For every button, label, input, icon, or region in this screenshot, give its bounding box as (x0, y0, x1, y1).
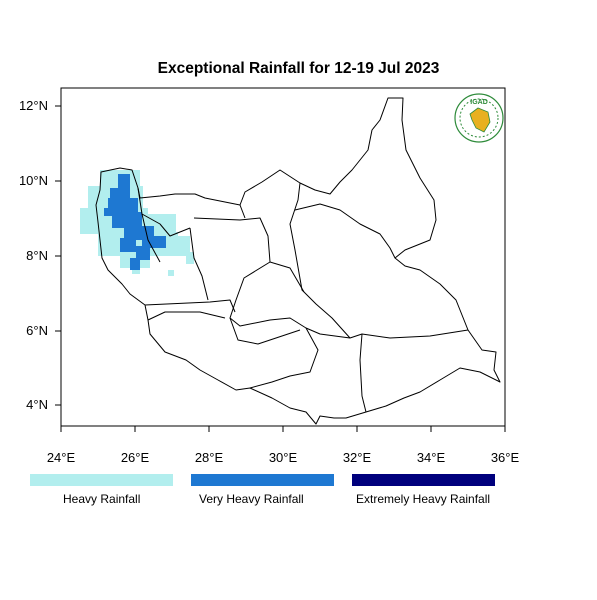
y-tick-label: 8°N (26, 248, 48, 263)
x-tick-label: 30°E (268, 450, 298, 465)
igad-logo (454, 93, 504, 143)
y-axis-ticks (55, 105, 61, 406)
y-tick-label: 4°N (26, 397, 48, 412)
country-outline (95, 97, 501, 425)
igad-logo-text: IGAD (470, 99, 488, 106)
x-tick-label: 28°E (194, 450, 224, 465)
y-tick-label: 10°N (18, 173, 48, 188)
y-tick-label: 12°N (18, 98, 48, 113)
x-tick-label: 26°E (120, 450, 150, 465)
legend-swatch-heavy (30, 474, 173, 486)
legend-label-extremely-heavy: Extremely Heavy Rainfall (356, 492, 491, 506)
x-tick-label: 36°E (490, 450, 520, 465)
y-tick-label: 6°N (26, 323, 48, 338)
x-tick-label: 32°E (342, 450, 372, 465)
legend-swatch-very-heavy (191, 474, 334, 486)
legend-swatch-extremely-heavy (352, 474, 495, 486)
x-axis-ticks (60, 426, 506, 432)
legend-label-very-heavy: Very Heavy Rainfall (199, 492, 304, 506)
x-tick-label: 34°E (416, 450, 446, 465)
map-title: Exceptional Rainfall for 12-19 Jul 2023 (157, 60, 440, 77)
legend-label-heavy: Heavy Rainfall (63, 492, 141, 506)
x-tick-label: 24°E (46, 450, 76, 465)
